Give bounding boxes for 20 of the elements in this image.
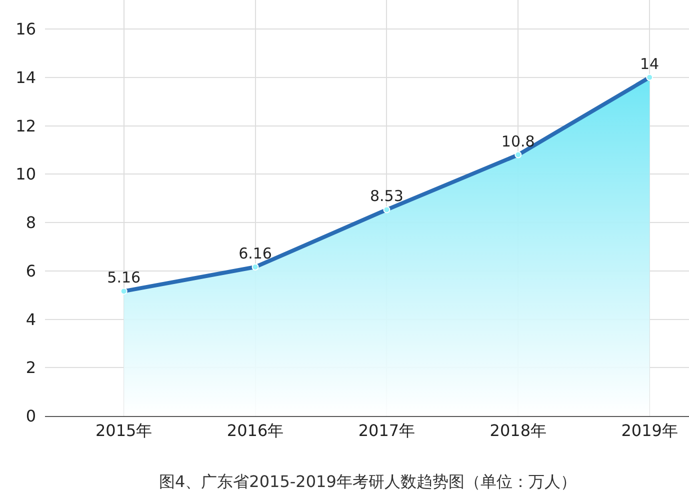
y-tick-label: 16 [16, 20, 36, 39]
data-label: 14 [640, 54, 660, 73]
x-tick-label: 2015年 [96, 421, 152, 440]
y-tick-label: 4 [26, 310, 36, 329]
y-tick-label: 8 [26, 213, 36, 232]
x-tick-label: 2016年 [226, 421, 284, 440]
data-label: 10.8 [501, 132, 535, 150]
data-label: 5.16 [107, 268, 141, 287]
data-label: 8.53 [370, 187, 404, 206]
x-tick-label: 2019年 [621, 421, 678, 440]
y-tick-label: 0 [26, 406, 36, 426]
x-tick-label: 2017年 [358, 421, 416, 440]
y-tick-label: 12 [16, 116, 36, 136]
y-tick-label: 14 [16, 68, 36, 87]
x-tick-label: 2018年 [490, 421, 546, 440]
y-tick-label: 10 [16, 164, 36, 184]
y-tick-label: 2 [26, 358, 36, 378]
y-tick-label: 6 [26, 261, 36, 280]
data-label: 6.16 [238, 244, 272, 263]
caption: 图4、广东省2015-2019年考研人数趋势图（单位：万人） [159, 472, 576, 491]
